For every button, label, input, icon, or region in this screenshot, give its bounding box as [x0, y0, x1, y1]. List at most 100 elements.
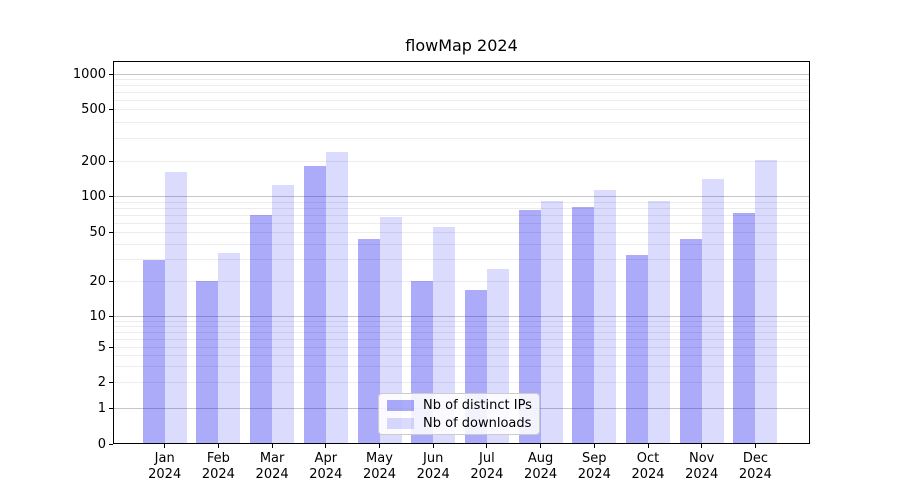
x-tick-mark-jan	[164, 444, 166, 448]
gridline-500	[113, 109, 810, 111]
x-tick-label-sep: Sep 2024	[577, 451, 611, 482]
bar-distinct-ips-nov	[679, 239, 702, 444]
x-tick-label-mar: Mar 2024	[255, 451, 289, 482]
y-tick-label-2: 2	[97, 374, 106, 390]
gridline-30	[113, 259, 810, 261]
gridline-70	[113, 214, 810, 216]
x-tick-label-jan: Jan 2024	[148, 451, 182, 482]
bar-distinct-ips-mar	[250, 215, 273, 444]
gridline-60	[113, 222, 810, 224]
bar-downloads-apr	[325, 152, 348, 444]
x-tick-mark-dec	[754, 444, 756, 448]
chart-title: flowMap 2024	[405, 36, 518, 55]
y-tick-mark-200	[109, 160, 113, 162]
x-tick-mark-aug	[540, 444, 542, 448]
bar-downloads-aug	[540, 201, 563, 444]
y-tick-mark-100	[109, 196, 113, 198]
gridline-200	[113, 160, 810, 162]
gridline-10	[113, 316, 810, 318]
x-tick-label-jun: Jun 2024	[416, 451, 450, 482]
gridline-7	[113, 331, 810, 333]
y-tick-mark-20	[109, 280, 113, 282]
gridline-2	[113, 381, 810, 383]
x-tick-mark-may	[379, 444, 380, 448]
gridline-90	[113, 201, 810, 203]
bar-distinct-ips-feb	[196, 281, 219, 444]
bar-distinct-ips-dec	[733, 213, 756, 444]
x-tick-mark-feb	[217, 444, 219, 448]
bar-downloads-jun	[433, 226, 456, 444]
y-tick-label-500: 500	[81, 102, 106, 118]
x-tick-mark-oct	[647, 444, 649, 448]
bar-distinct-ips-oct	[626, 254, 648, 444]
y-tick-label-1000: 1000	[72, 66, 106, 82]
gridline-4	[113, 355, 810, 357]
bar-distinct-ips-jan	[142, 259, 165, 444]
y-tick-label-20: 20	[89, 273, 106, 289]
x-tick-label-apr: Apr 2024	[309, 451, 343, 482]
y-tick-label-0: 0	[97, 436, 106, 452]
y-tick-mark-50	[109, 232, 113, 234]
x-tick-label-jul: Jul 2024	[470, 451, 504, 482]
gridline-900	[113, 79, 810, 81]
y-tick-mark-10	[109, 316, 113, 318]
x-tick-mark-jul	[486, 444, 488, 448]
gridline-400	[113, 121, 810, 123]
bar-downloads-oct	[648, 201, 670, 444]
bar-downloads-nov	[701, 179, 724, 444]
y-tick-label-50: 50	[89, 225, 106, 241]
x-tick-mark-mar	[271, 444, 273, 448]
gridline-50	[113, 232, 810, 234]
gridline-40	[113, 244, 810, 246]
bar-distinct-ips-may	[357, 239, 380, 444]
bar-downloads-dec	[755, 159, 778, 444]
x-tick-mark-sep	[593, 444, 595, 448]
y-tick-label-100: 100	[81, 189, 106, 205]
x-tick-mark-apr	[325, 444, 327, 448]
gridline-8	[113, 326, 810, 328]
gridline-20	[113, 280, 810, 282]
gridline-100	[113, 196, 810, 198]
x-tick-label-may: May 2024	[362, 451, 397, 482]
legend-label-distinct-ips: Nb of distinct IPs	[423, 397, 532, 413]
y-tick-label-200: 200	[81, 153, 106, 169]
gridline-9	[113, 320, 810, 322]
x-tick-label-aug: Aug 2024	[524, 451, 558, 482]
bar-distinct-ips-apr	[303, 166, 326, 444]
y-tick-mark-500	[109, 109, 113, 111]
gridline-1000	[113, 73, 810, 75]
gridline-6	[113, 338, 810, 340]
x-tick-label-feb: Feb 2024	[201, 451, 235, 482]
y-tick-mark-5	[109, 346, 113, 348]
legend-label-downloads: Nb of downloads	[423, 415, 532, 431]
bar-distinct-ips-sep	[572, 207, 595, 444]
gridline-700	[113, 92, 810, 94]
y-tick-mark-2	[109, 381, 113, 383]
x-tick-label-oct: Oct 2024	[631, 451, 665, 482]
legend-swatch-distinct-ips	[387, 399, 414, 411]
x-tick-label-nov: Nov 2024	[685, 451, 719, 482]
bar-downloads-may	[379, 216, 402, 444]
y-tick-mark-1000	[109, 73, 113, 75]
legend: Nb of distinct IPs Nb of downloads	[378, 393, 540, 435]
bar-distinct-ips-aug	[518, 210, 541, 444]
bar-downloads-jan	[164, 172, 187, 444]
gridline-5	[113, 346, 810, 348]
x-tick-mark-nov	[701, 444, 703, 448]
plot-area: Nb of distinct IPs Nb of downloads	[113, 61, 810, 444]
gridline-300	[113, 137, 810, 139]
bar-downloads-feb	[218, 253, 241, 444]
y-tick-label-10: 10	[89, 309, 106, 325]
bar-downloads-sep	[594, 190, 617, 444]
legend-row-distinct-ips: Nb of distinct IPs	[387, 397, 532, 413]
y-tick-label-1: 1	[97, 400, 106, 416]
legend-row-downloads: Nb of downloads	[387, 416, 531, 431]
bar-downloads-mar	[272, 184, 295, 444]
y-tick-mark-1	[109, 407, 113, 409]
legend-swatch-downloads	[387, 417, 414, 429]
y-tick-label-5: 5	[97, 339, 106, 355]
x-tick-mark-jun	[432, 444, 434, 448]
x-tick-label-dec: Dec 2024	[738, 451, 772, 482]
gridline-800	[113, 85, 810, 87]
